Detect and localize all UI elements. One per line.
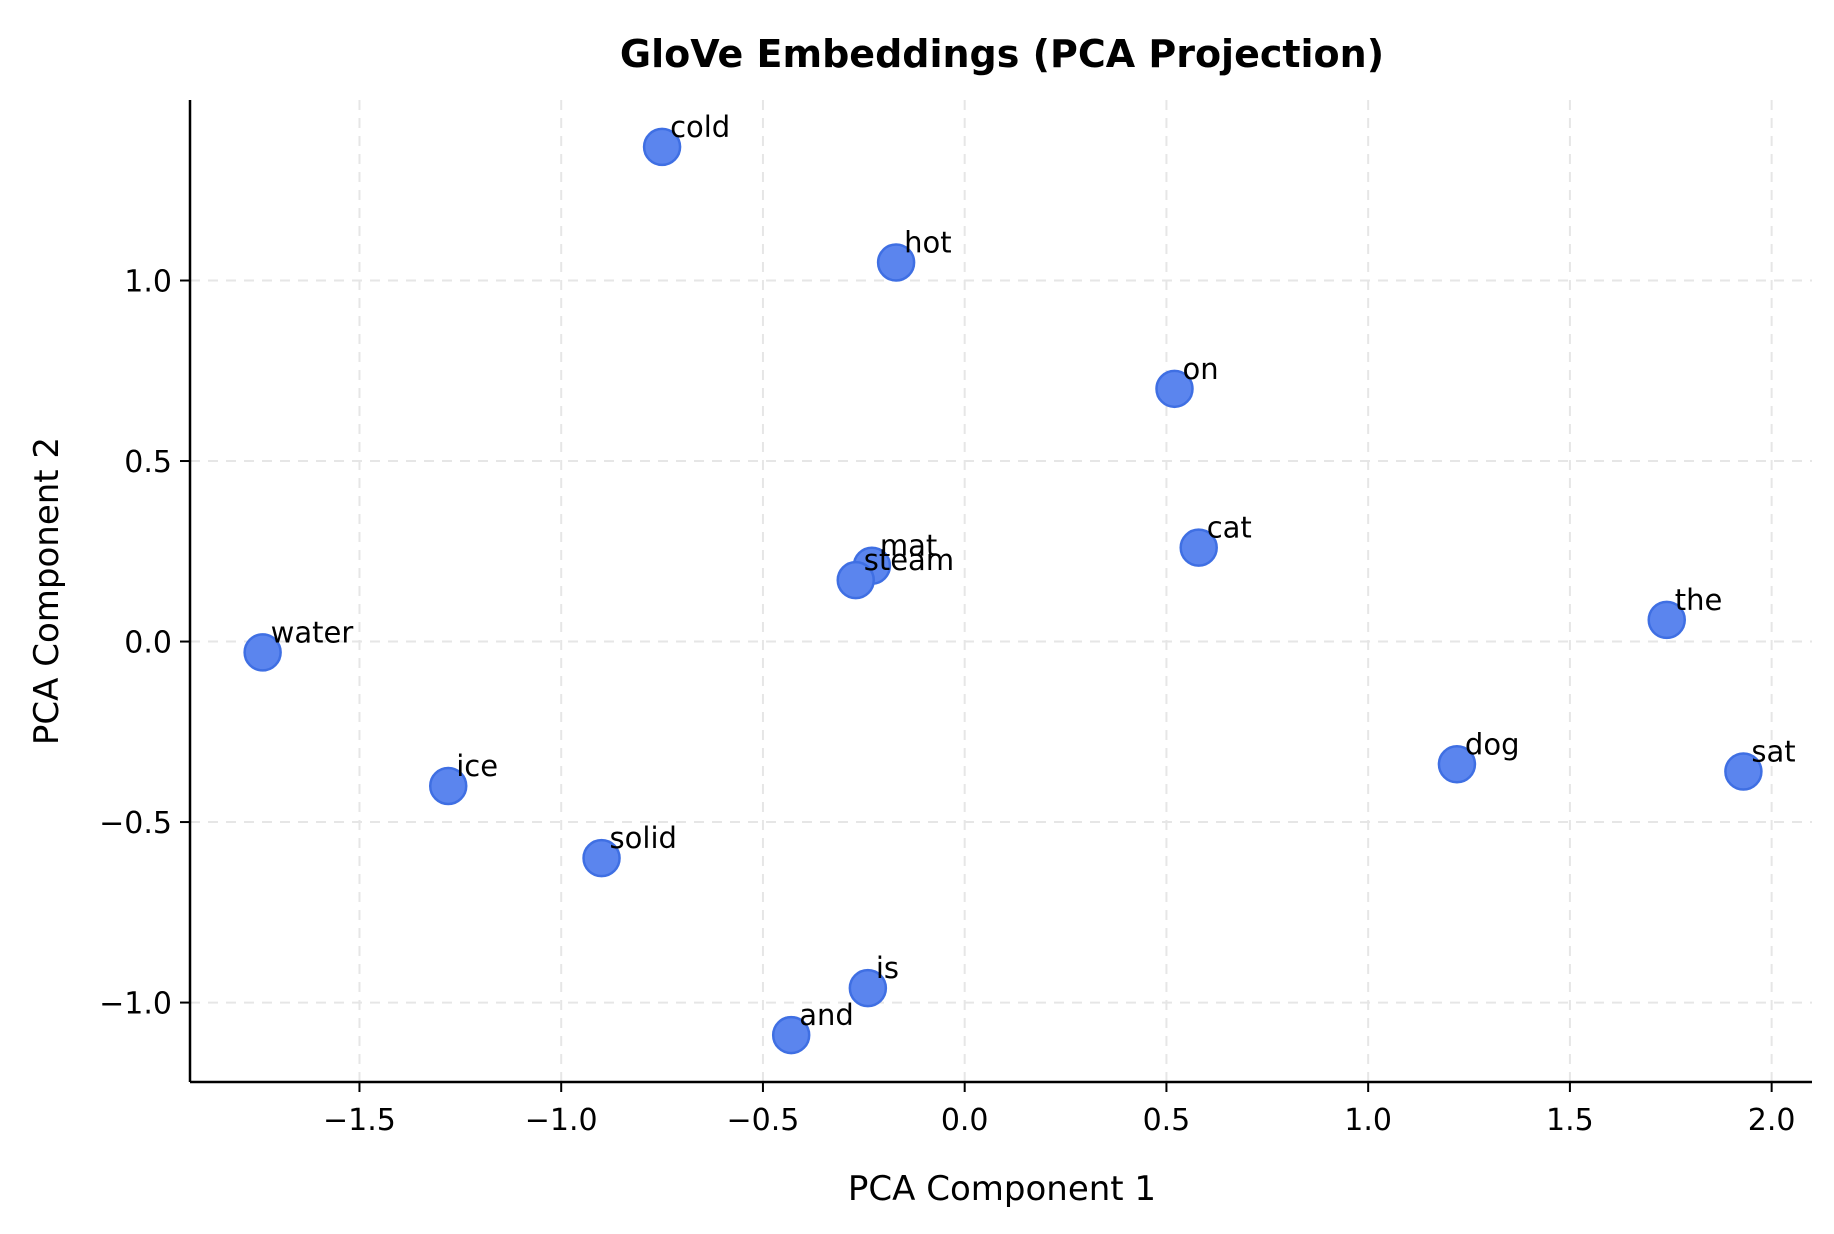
x-tick-label: −0.5	[727, 1103, 800, 1138]
point-label-cold: cold	[670, 110, 730, 144]
point-label-is: is	[876, 951, 899, 985]
x-tick-label: −1.5	[323, 1103, 396, 1138]
point-label-hot: hot	[904, 225, 952, 259]
data-point-on	[1155, 369, 1194, 409]
point-label-solid: solid	[610, 821, 677, 855]
point-label-and: and	[799, 998, 854, 1032]
data-point-cold	[642, 127, 682, 167]
point-label-mat: mat	[880, 529, 937, 563]
y-axis-label: PCA Component 2	[27, 437, 67, 745]
data-point-dog	[1437, 745, 1477, 784]
x-tick-label: 1.5	[1546, 1103, 1594, 1138]
point-label-the: the	[1675, 583, 1723, 617]
point-label-steam: steam	[864, 543, 954, 577]
x-tick-label: 1.0	[1344, 1103, 1392, 1138]
data-point-and	[771, 1015, 811, 1055]
point-label-on: on	[1182, 352, 1218, 386]
y-tick-label: −1.0	[99, 987, 172, 1022]
y-tick-label: 0.5	[124, 445, 172, 480]
chart-title: GloVe Embeddings (PCA Projection)	[620, 32, 1384, 76]
data-point-ice	[428, 766, 468, 806]
y-tick-label: −0.5	[99, 806, 172, 841]
y-axis-ticks: −1.0 −0.5 0.0 0.5 1.0	[99, 265, 190, 1022]
data-point-sat	[1724, 752, 1763, 791]
point-label-ice: ice	[456, 749, 498, 783]
data-point-water	[243, 633, 282, 672]
point-label-sat: sat	[1751, 735, 1795, 769]
data-point-is	[848, 968, 888, 1008]
data-point-cat	[1179, 528, 1218, 567]
data-point-hot	[876, 243, 916, 282]
x-tick-label: 2.0	[1748, 1103, 1796, 1138]
grid-lines	[190, 100, 1812, 1082]
data-point-solid	[582, 838, 621, 878]
point-label-cat: cat	[1207, 511, 1252, 545]
x-tick-label: 0.5	[1143, 1103, 1191, 1138]
point-label-dog: dog	[1465, 727, 1520, 761]
x-axis-label: PCA Component 1	[848, 1169, 1156, 1209]
point-label-water: water	[271, 615, 354, 649]
x-tick-label: −1.0	[525, 1103, 598, 1138]
x-axis-ticks: −1.5 −1.0 −0.5 0.0 0.5 1.0 1.5 2.0	[323, 1082, 1796, 1138]
y-tick-label: 1.0	[124, 265, 172, 300]
data-point-steam	[836, 560, 875, 600]
y-tick-label: 0.0	[124, 626, 172, 661]
data-point-the	[1647, 600, 1686, 640]
axes	[188, 100, 1812, 1084]
x-tick-label: 0.0	[941, 1103, 989, 1138]
